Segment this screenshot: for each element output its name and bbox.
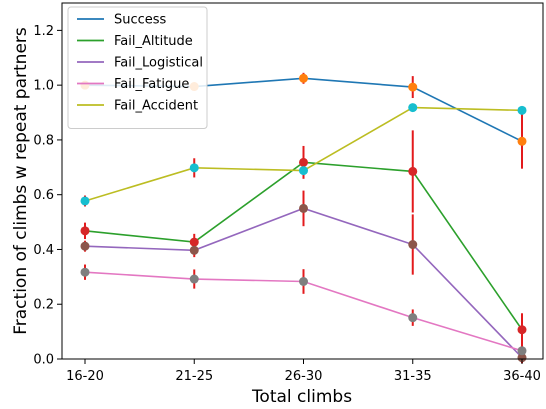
x-axis-label: Total climbs xyxy=(251,387,352,407)
data-point xyxy=(408,313,418,323)
data-point xyxy=(80,196,90,206)
plot-area-frame xyxy=(61,2,544,360)
y-tick-label: 0.8 xyxy=(33,133,54,148)
data-point xyxy=(189,237,199,247)
data-point xyxy=(408,166,418,176)
data-point xyxy=(299,157,308,167)
data-point xyxy=(80,241,90,251)
data-point xyxy=(517,325,527,335)
y-tick-label: 1.0 xyxy=(33,79,54,94)
y-tick-label: 0.6 xyxy=(33,188,54,203)
legend-entry: Fail_Fatigue xyxy=(114,77,189,92)
data-point xyxy=(299,277,308,287)
y-tick-label: 0.4 xyxy=(33,243,54,258)
legend-entry: Fail_Altitude xyxy=(114,34,193,49)
plot-layer xyxy=(80,72,527,364)
data-point xyxy=(299,166,308,176)
legend-entry: Success xyxy=(114,13,167,28)
legend: Success Fail_Altitude Fail_Logistical Fail_… xyxy=(67,6,208,129)
data-point xyxy=(299,203,308,213)
x-tick-label: 26-30 xyxy=(285,369,323,384)
data-point xyxy=(408,82,418,92)
series-line xyxy=(84,161,523,331)
data-point xyxy=(189,245,199,255)
x-tick-label: 36-40 xyxy=(503,369,541,384)
data-point xyxy=(408,103,418,113)
x-tick-label: 21-25 xyxy=(175,369,213,384)
y-tick-label: 1.2 xyxy=(33,24,54,39)
data-point xyxy=(408,240,418,250)
legend-entry: Fail_Logistical xyxy=(114,56,203,71)
data-point xyxy=(517,353,527,363)
legend-box xyxy=(67,6,208,129)
y-tick-label: 0.0 xyxy=(33,353,54,368)
data-point xyxy=(80,267,90,277)
y-axis-label: Fraction of climbs w repeat partners xyxy=(11,27,31,335)
data-point xyxy=(299,73,308,83)
data-point xyxy=(189,274,199,284)
data-point xyxy=(517,105,527,115)
legend-entry: Fail_Accident xyxy=(114,99,198,114)
y-tick-label: 0.2 xyxy=(33,298,54,313)
data-point xyxy=(80,226,90,236)
x-tick-label: 31-35 xyxy=(394,369,432,384)
data-point xyxy=(517,346,527,356)
data-point xyxy=(517,136,527,146)
data-point xyxy=(189,163,199,173)
x-tick-label: 16-20 xyxy=(66,369,104,384)
axes-layer: 0.0 0.2 0.4 0.6 0.8 1.0 1.2 16-20 21-25 26-30 31-3… xyxy=(33,24,541,384)
